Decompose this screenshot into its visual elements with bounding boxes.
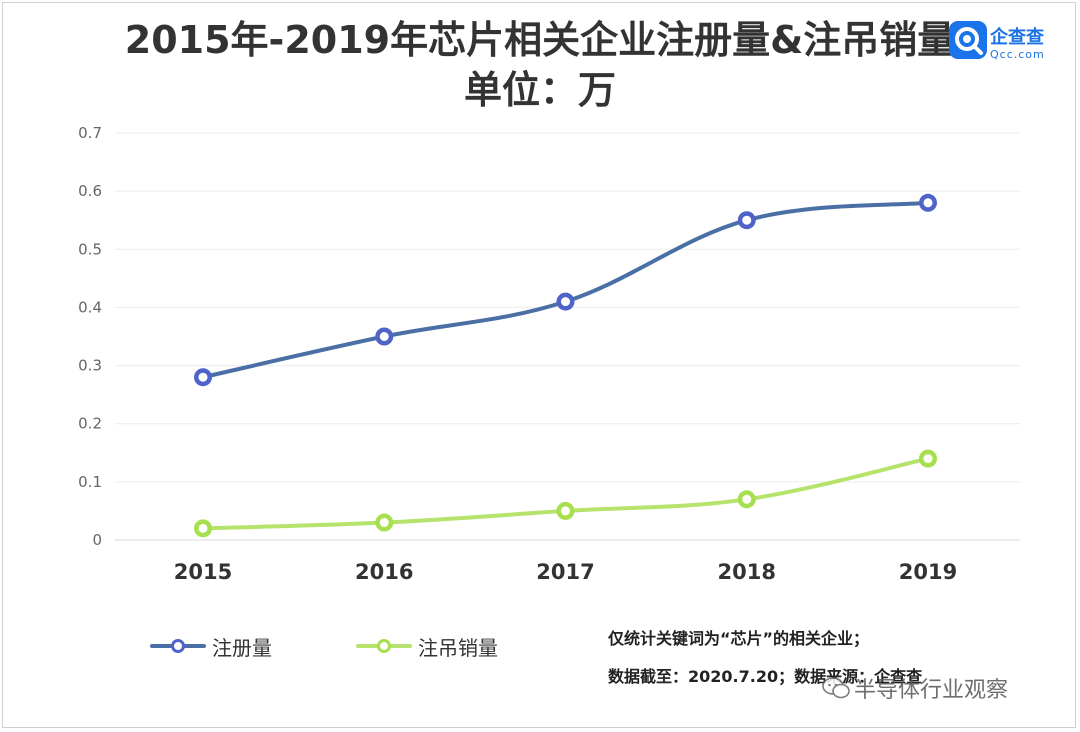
legend-swatch (150, 636, 206, 656)
data-point-center-0-0 (198, 372, 208, 382)
y-tick-label: 0.3 (78, 357, 102, 375)
y-tick-label: 0.5 (78, 240, 102, 258)
legend-swatch (356, 636, 412, 656)
y-tick-label: 0.2 (78, 415, 102, 433)
logo-domain: Qcc.com (990, 48, 1045, 61)
series-line-0 (201, 200, 930, 380)
legend-item-series-1: 注吊销量 (356, 628, 498, 664)
watermark-text: 半导体行业观察 (854, 678, 1009, 703)
data-point-center-0-2 (561, 297, 570, 307)
data-point-center-0-3 (742, 215, 752, 225)
data-point-center-0-4 (923, 198, 933, 208)
data-point-center-0-1 (379, 332, 389, 341)
legend-label: 注吊销量 (418, 635, 498, 660)
x-tick-label: 2017 (536, 560, 594, 584)
legend-item-series-0: 注册量 (150, 628, 272, 664)
qcc-logo: 企查查 Qcc.com (948, 20, 1068, 70)
data-point-center-1-0 (198, 523, 208, 533)
x-tick-label: 2019 (899, 560, 957, 584)
watermark: 半导体行业观察 (822, 672, 1008, 704)
x-tick-label: 2018 (718, 560, 776, 584)
y-tick-label: 0.4 (78, 298, 102, 316)
x-tick-label: 2016 (355, 560, 413, 584)
x-tick-label: 2015 (174, 560, 232, 584)
qcc-logo-icon (949, 21, 987, 59)
y-tick-label: 0.1 (78, 473, 102, 491)
data-point-center-1-2 (561, 506, 570, 516)
y-tick-label: 0.6 (78, 182, 102, 200)
data-point-center-1-4 (923, 454, 933, 464)
y-tick-label: 0 (92, 531, 102, 549)
footnote-scope: 仅统计关键词为“芯片”的相关企业； (608, 629, 870, 648)
legend-label: 注册量 (212, 635, 272, 660)
data-point-center-1-1 (379, 518, 389, 528)
y-tick-label: 0.7 (78, 124, 102, 142)
data-point-center-1-3 (742, 494, 752, 504)
footnote-source: 数据截至：2020.7.20；数据来源：企查查 (608, 667, 923, 686)
chart-title: 2015年-2019年芯片相关企业注册量&注吊销量 (124, 18, 956, 62)
chart-subtitle: 单位：万 (463, 68, 616, 112)
wechat-icon (822, 677, 850, 699)
logo-name: 企查查 (990, 27, 1044, 48)
